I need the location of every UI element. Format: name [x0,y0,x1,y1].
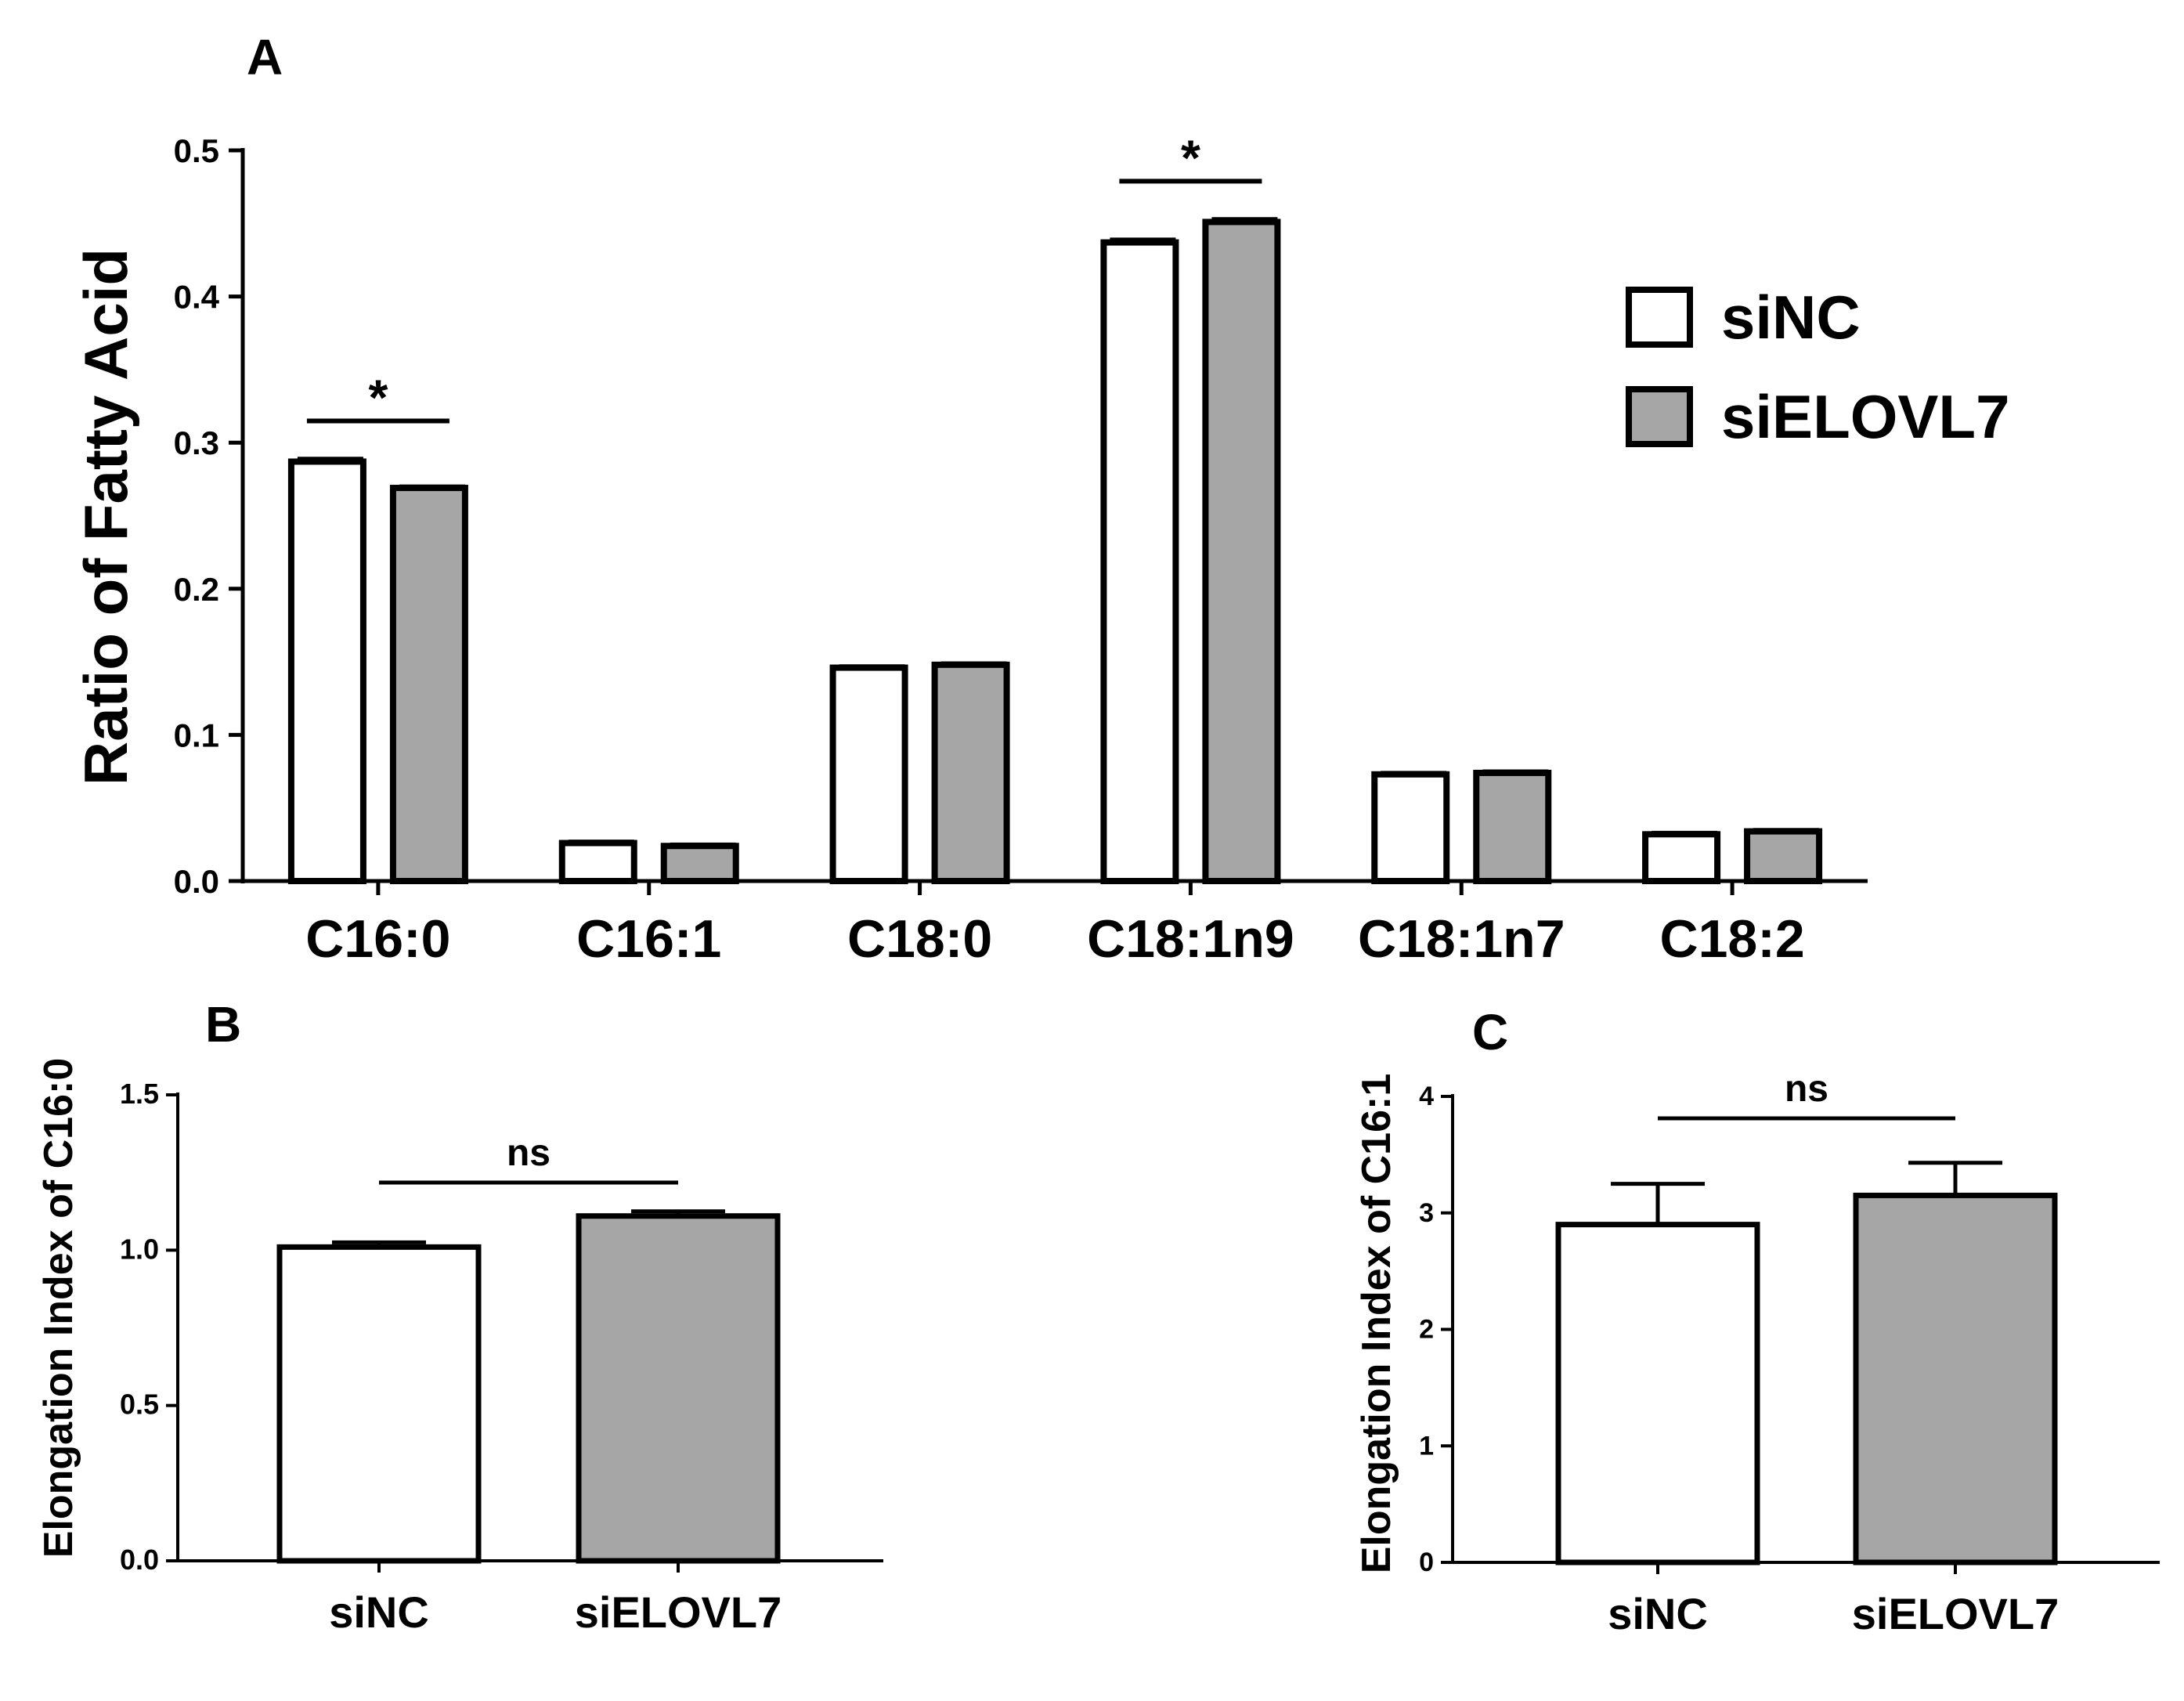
bar-sinc-c18-1n7 [1371,771,1450,884]
bar-sinc [1555,1222,1760,1566]
y-tick-label: 0 [1419,1548,1434,1577]
bar-sielovl7 [1853,1192,2058,1566]
significance-star-c16-0: * [368,369,388,425]
bar-sielovl7-c18-1n9 [1202,218,1281,884]
x-tick-label-c18-1n7: C18:1n7 [1358,909,1565,969]
y-tick-label: 4 [1419,1082,1434,1111]
panel-b-bars [276,1209,781,1564]
y-tick-label: 1.0 [120,1233,159,1265]
x-tick-label-c18-2: C18:2 [1659,909,1804,969]
panel-a: A Ratio of Fatty Acid 0.0 0.1 0.2 0.3 0.4 0.5… [71,29,2009,969]
bar-sinc-c18-2 [1642,831,1721,884]
x-tick-label-sielovl7: siELOVL7 [575,1587,782,1637]
y-tick-label: 0.4 [174,279,220,316]
bar-sinc-c18-0 [829,664,908,885]
y-tick-label: 1 [1419,1431,1434,1461]
legend-label-sielovl7: siELOVL7 [1721,382,2009,451]
panel-c-annotations: ns [1658,1068,1955,1121]
panel-a-y-axis-label: Ratio of Fatty Acid [71,248,140,785]
y-tick-label: 0.0 [120,1544,159,1576]
y-tick-label: 0.3 [174,424,219,461]
bar-sielovl7-c16-1 [660,843,739,884]
bar-sielovl7 [576,1213,781,1564]
y-tick-label: 0.5 [120,1389,159,1421]
x-tick-label-sinc: siNC [329,1587,429,1637]
significance-label-ns: ns [1785,1068,1828,1110]
y-tick-label: 0.1 [174,717,219,753]
panel-c-letter: C [1472,1004,1508,1060]
bar-sinc-c18-1n9 [1100,239,1179,885]
bar-sielovl7-c18-0 [931,661,1010,884]
x-tick-label-c18-0: C18:0 [847,909,992,969]
y-tick-label: 2 [1419,1315,1434,1345]
panel-a-bars [287,217,1823,885]
x-tick-label-c18-1n9: C18:1n9 [1087,909,1294,969]
bar-sielovl7-c18-2 [1744,828,1823,885]
legend-label-sinc: siNC [1721,283,1861,352]
panel-a-annotations: ** [306,129,1262,425]
panel-a-axes: 0.0 0.1 0.2 0.3 0.4 0.5 [174,132,1868,900]
legend-swatch-sielovl7 [1626,386,1693,447]
panel-b-x-tick-labels: siNC siELOVL7 [329,1587,782,1637]
y-tick-label: 0.5 [174,132,219,169]
panel-b-y-axis-label: Elongation Index of C16:0 [36,1058,81,1558]
panel-c-bars [1555,1161,2058,1566]
y-tick-label: 0.0 [174,863,219,900]
panel-a-letter: A [247,29,283,85]
panel-b-annotations: ns [379,1132,678,1185]
panel-b-letter: B [205,996,241,1053]
y-tick-label: 1.5 [120,1078,159,1110]
y-tick-label: 3 [1419,1198,1434,1228]
panel-a-x-tick-labels: C16:0 C16:1 C18:0 C18:1n9 C18:1n7 C18:2 [305,909,1804,969]
panel-c-y-axis-label: Elongation Index of C16:1 [1354,1074,1399,1574]
x-tick-label-c16-1: C16:1 [576,909,721,969]
bar-sielovl7-c16-0 [389,485,468,885]
legend: siNC siELOVL7 [1626,283,2009,451]
legend-swatch-sinc [1626,287,1693,348]
panel-c-x-tick-labels: siNC siELOVL7 [1608,1589,2059,1638]
bar-sinc-c16-1 [558,840,637,885]
x-tick-label-c16-0: C16:0 [305,909,450,969]
bar-sinc-c16-0 [287,458,366,884]
bar-sinc [276,1244,482,1564]
y-tick-label: 0.2 [174,571,219,608]
x-tick-label-sielovl7: siELOVL7 [1852,1589,2059,1638]
significance-star-c18-1n9: * [1181,129,1200,186]
bar-sielovl7-c18-1n7 [1473,769,1552,885]
panel-b: B Elongation Index of C16:0 0.0 0.5 1.0 1.5… [36,996,883,1637]
x-tick-label-sinc: siNC [1608,1589,1708,1638]
significance-label-ns: ns [507,1132,551,1174]
